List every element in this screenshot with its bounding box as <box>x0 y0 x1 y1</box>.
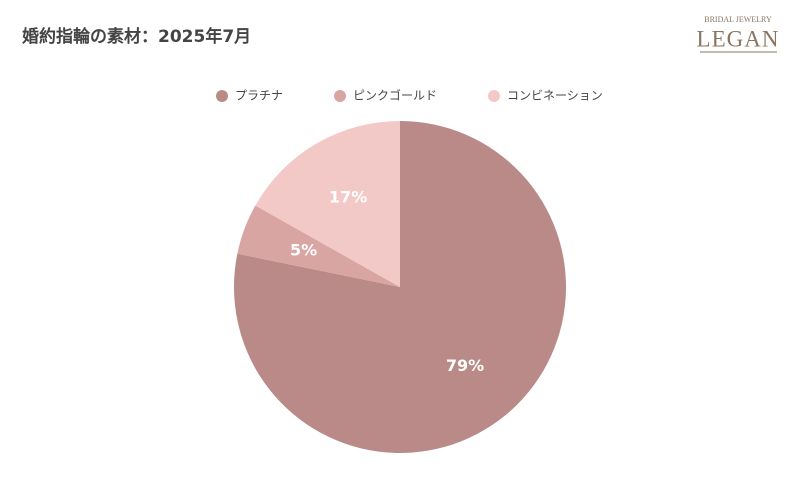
legend-swatch <box>216 90 228 102</box>
data-label: 17% <box>329 188 367 207</box>
pie-slice <box>237 205 400 287</box>
logo-name: LEGAN <box>697 26 780 51</box>
data-label: 79% <box>446 356 484 375</box>
pie-slice <box>234 121 566 453</box>
chart-title: 婚約指輪の素材：2025年7月 <box>22 26 251 47</box>
logo-tagline: BRIDAL JEWELRY <box>704 15 772 24</box>
legend-swatch <box>334 90 346 102</box>
legend-swatch <box>488 90 500 102</box>
legend-label: ピンクゴールド <box>353 88 437 103</box>
legend-label: プラチナ <box>235 89 283 103</box>
legend-label: コンビネーション <box>507 89 603 103</box>
data-label: 5% <box>290 240 317 259</box>
pie-slice <box>255 121 400 287</box>
